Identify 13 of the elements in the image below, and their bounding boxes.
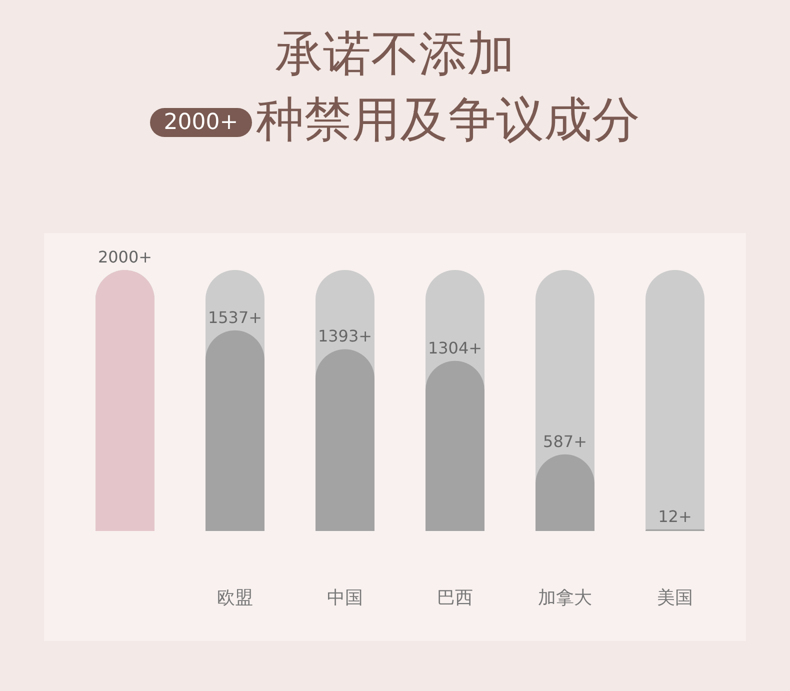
data-label: 1393+ xyxy=(318,326,372,346)
x-tick-label: 中国 xyxy=(327,588,363,608)
chart-title: 承诺不添加 xyxy=(274,25,516,84)
data-label: 2000+ xyxy=(98,248,152,266)
x-tick-label: 欧盟 xyxy=(217,588,253,608)
x-tick-label: 加拿大 xyxy=(538,588,592,608)
x-tick-label: 巴西 xyxy=(437,588,473,608)
data-label: 587+ xyxy=(543,432,587,451)
data-label: 1537+ xyxy=(208,308,262,327)
x-tick-label: 美国 xyxy=(657,588,693,608)
data-label: 12+ xyxy=(658,506,692,526)
chart-subtitle: 2000+种禁用及争议成分 xyxy=(162,91,642,150)
data-label: 1304+ xyxy=(428,338,482,358)
